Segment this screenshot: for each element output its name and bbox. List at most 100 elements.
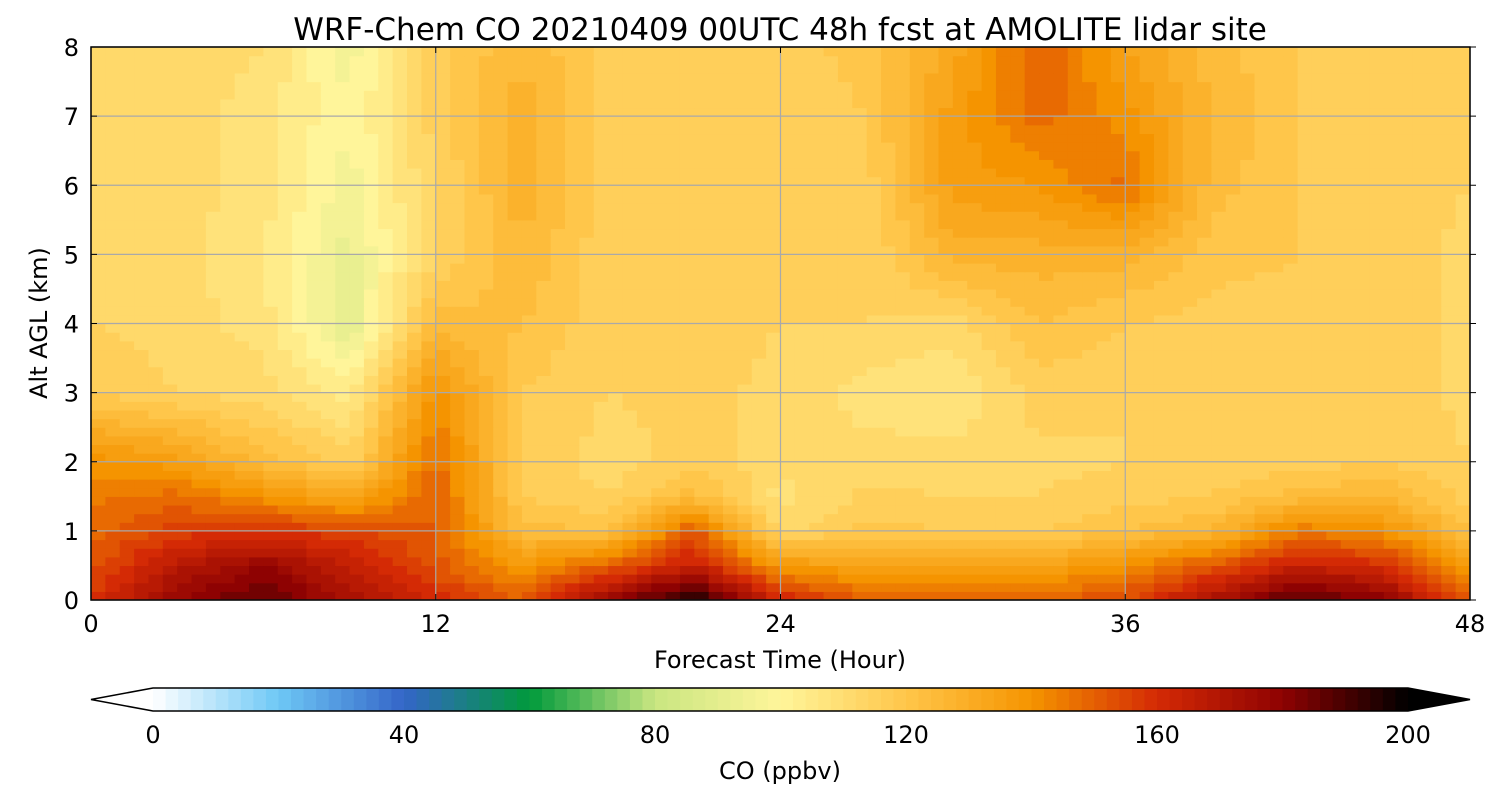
- heatmap-cell: [608, 245, 624, 255]
- heatmap-cell: [1254, 237, 1270, 247]
- heatmap-cell: [1082, 461, 1098, 471]
- heatmap-cell: [622, 211, 638, 221]
- heatmap-cell: [823, 358, 839, 368]
- heatmap-cell: [1182, 228, 1198, 238]
- heatmap-cell: [435, 340, 451, 351]
- heatmap-cell: [378, 470, 394, 480]
- heatmap-cell: [1326, 556, 1342, 567]
- heatmap-cell: [1024, 444, 1040, 454]
- heatmap-cell: [708, 392, 724, 402]
- heatmap-cell: [407, 453, 422, 463]
- heatmap-cell: [809, 530, 825, 541]
- heatmap-cell: [205, 383, 221, 394]
- heatmap-cell: [407, 271, 422, 281]
- heatmap-cell: [1441, 288, 1457, 299]
- heatmap-cell: [1240, 444, 1256, 454]
- heatmap-cell: [952, 461, 968, 471]
- heatmap-cell: [306, 159, 322, 169]
- heatmap-cell: [1125, 314, 1141, 325]
- heatmap-cell: [1110, 228, 1126, 238]
- heatmap-cell: [636, 306, 652, 316]
- heatmap-cell: [220, 565, 236, 575]
- heatmap-cell: [1082, 245, 1098, 255]
- heatmap-cell: [694, 591, 710, 600]
- heatmap-cell: [622, 556, 638, 567]
- heatmap-cell: [392, 332, 408, 342]
- heatmap-cell: [162, 513, 178, 523]
- heatmap-cell: [91, 427, 106, 437]
- heatmap-cell: [780, 530, 796, 541]
- heatmap-cell: [1096, 349, 1112, 359]
- heatmap-cell: [766, 358, 782, 368]
- heatmap-cell: [780, 539, 796, 549]
- heatmap-cell: [148, 219, 164, 230]
- heatmap-cell: [622, 254, 638, 264]
- heatmap-cell: [924, 496, 940, 506]
- heatmap-cell: [1455, 366, 1470, 376]
- heatmap-cell: [866, 487, 882, 497]
- heatmap-cell: [536, 219, 552, 230]
- heatmap-cell: [320, 444, 336, 454]
- heatmap-cell: [191, 237, 207, 247]
- heatmap-cell: [1340, 574, 1356, 584]
- heatmap-cell: [766, 461, 782, 471]
- heatmap-cell: [464, 392, 480, 402]
- heatmap-cell: [924, 401, 940, 411]
- heatmap-cell: [622, 245, 638, 255]
- heatmap-cell: [177, 228, 193, 238]
- heatmap-cell: [1096, 219, 1112, 230]
- heatmap-cell: [1426, 211, 1442, 221]
- heatmap-cell: [895, 193, 911, 204]
- heatmap-cell: [234, 427, 250, 437]
- heatmap-cell: [924, 176, 940, 186]
- heatmap-cell: [1096, 254, 1112, 264]
- heatmap-cell: [751, 288, 767, 299]
- heatmap-cell: [924, 375, 940, 385]
- heatmap-cell: [751, 548, 767, 558]
- heatmap-cell: [995, 288, 1011, 299]
- heatmap-cell: [1139, 185, 1155, 195]
- heatmap-cell: [1369, 574, 1385, 584]
- heatmap-cell: [852, 375, 868, 385]
- heatmap-cell: [636, 522, 652, 532]
- heatmap-cell: [249, 401, 264, 411]
- heatmap-cell: [435, 358, 451, 368]
- heatmap-cell: [1426, 202, 1442, 212]
- heatmap-cell: [881, 167, 897, 178]
- heatmap-cell: [435, 297, 451, 307]
- heatmap-cell: [938, 167, 954, 178]
- heatmap-cell: [967, 263, 983, 273]
- heatmap-cell: [579, 487, 595, 497]
- heatmap-cell: [751, 591, 767, 600]
- heatmap-cell: [981, 487, 997, 497]
- heatmap-cell: [536, 444, 552, 454]
- heatmap-cell: [550, 263, 566, 273]
- heatmap-cell: [608, 150, 624, 160]
- heatmap-cell: [636, 314, 652, 325]
- heatmap-cell: [478, 254, 494, 264]
- heatmap-cell: [277, 263, 293, 273]
- heatmap-cell: [1426, 409, 1442, 420]
- heatmap-cell: [1067, 297, 1083, 307]
- heatmap-cell: [191, 435, 207, 446]
- heatmap-cell: [938, 297, 954, 307]
- heatmap-cell: [837, 167, 853, 178]
- heatmap-cell: [866, 237, 882, 247]
- heatmap-cell: [349, 323, 365, 333]
- heatmap-cell: [766, 496, 782, 506]
- heatmap-cell: [320, 185, 336, 195]
- heatmap-cell: [866, 565, 882, 575]
- heatmap-cell: [1197, 383, 1213, 394]
- heatmap-cell: [1412, 556, 1428, 567]
- heatmap-cell: [1254, 375, 1270, 385]
- heatmap-cell: [1197, 185, 1213, 195]
- heatmap-cell: [895, 582, 911, 592]
- heatmap-cell: [952, 185, 968, 195]
- heatmap-cell: [837, 392, 853, 402]
- heatmap-cell: [306, 340, 322, 351]
- heatmap-cell: [593, 263, 609, 273]
- heatmap-cell: [651, 271, 667, 281]
- heatmap-cell: [1225, 263, 1241, 273]
- heatmap-cell: [924, 211, 940, 221]
- heatmap-cell: [766, 271, 782, 281]
